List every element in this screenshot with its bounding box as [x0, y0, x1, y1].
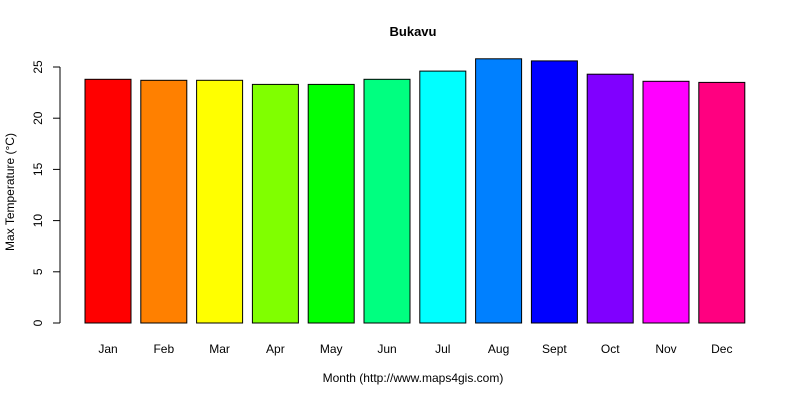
x-tick-label: Mar: [209, 342, 230, 356]
x-tick-label: Nov: [655, 342, 676, 356]
bar-nov: [642, 80, 690, 324]
bar-jul: [419, 70, 467, 324]
bar-mar: [196, 79, 244, 324]
x-tick-label: Jan: [98, 342, 117, 356]
x-tick-label: Aug: [488, 342, 509, 356]
y-tick-label: 25: [31, 60, 45, 74]
bar-sept: [530, 60, 578, 324]
y-tick-label: 0: [31, 319, 45, 326]
x-tick-label: Dec: [711, 342, 732, 356]
bar-dec: [698, 81, 746, 324]
x-axis-labels: Jan Feb Mar Apr May Jun Jul Aug Sept Oct Nov Dec: [98, 342, 732, 356]
bar-feb: [140, 79, 188, 324]
y-tick-label: 10: [31, 214, 45, 228]
x-tick-label: Sept: [542, 342, 567, 356]
x-tick-label: Apr: [266, 342, 285, 356]
x-tick-label: Jun: [377, 342, 396, 356]
x-tick-label: Jul: [435, 342, 450, 356]
bar-apr: [251, 83, 299, 324]
bar-jun: [363, 78, 411, 324]
bars-group: [84, 58, 746, 324]
x-tick-label: Oct: [601, 342, 620, 356]
y-tick-label: 20: [31, 111, 45, 125]
y-tick-label: 15: [31, 162, 45, 176]
bar-oct: [586, 73, 634, 324]
x-axis-title: Month (http://www.maps4gis.com): [323, 371, 504, 385]
chart-title: Bukavu: [390, 24, 437, 39]
y-axis-title: Max Temperature (°C): [3, 133, 17, 251]
x-tick-label: Feb: [153, 342, 174, 356]
bar-aug: [475, 58, 523, 324]
bar-may: [307, 83, 355, 324]
bar-jan: [84, 78, 132, 324]
y-axis: 0 5 10 15 20 25: [31, 60, 61, 326]
y-tick-label: 5: [31, 268, 45, 275]
x-tick-label: May: [320, 342, 343, 356]
